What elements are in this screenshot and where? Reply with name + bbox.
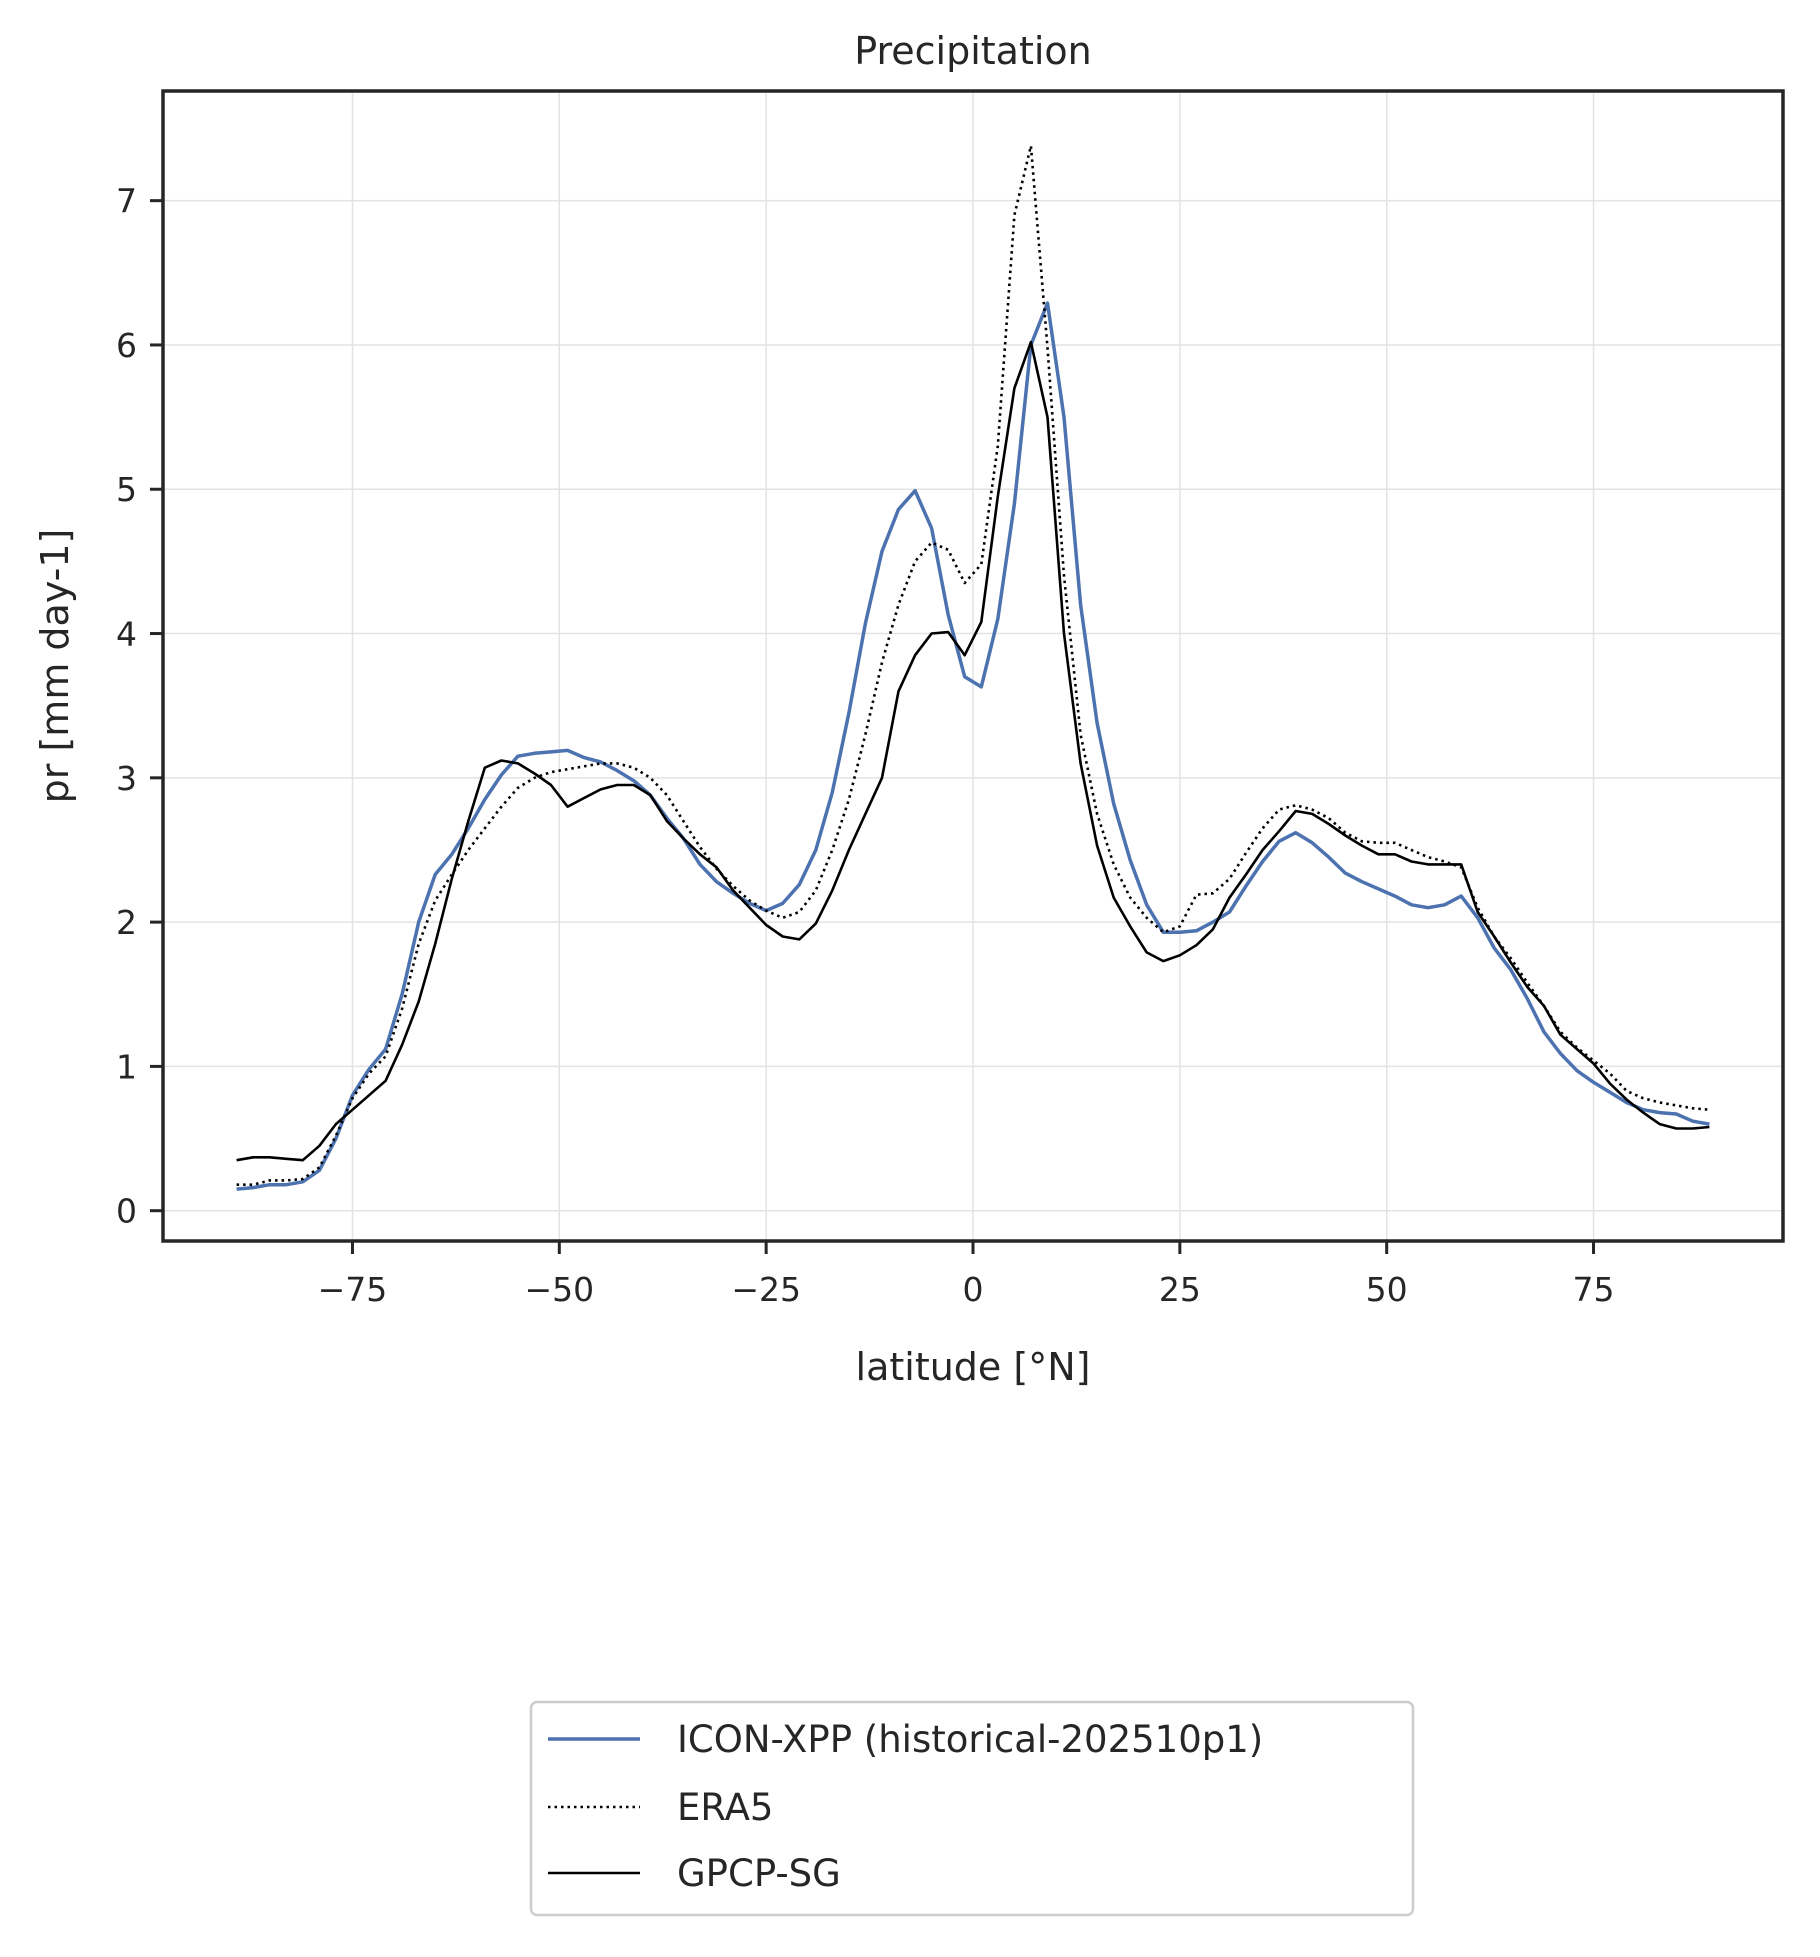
x-tick-label: 0 bbox=[963, 1270, 984, 1309]
legend: ICON-XPP (historical-202510p1) ERA5 GPCP-S… bbox=[529, 1700, 1415, 1917]
y-tick-label: 1 bbox=[116, 1047, 137, 1086]
y-tick-label: 7 bbox=[116, 182, 137, 221]
x-tick-label: 50 bbox=[1366, 1270, 1408, 1309]
x-axis-label: latitude [°N] bbox=[856, 1345, 1091, 1389]
legend-box bbox=[529, 1700, 1415, 1917]
x-tick-label: −25 bbox=[731, 1270, 801, 1309]
y-tick-label: 4 bbox=[116, 615, 137, 654]
series-line-gpcp-sg bbox=[236, 340, 1710, 1162]
series-lines bbox=[236, 144, 1710, 1191]
y-tick-label: 6 bbox=[116, 326, 137, 365]
legend-label: ICON-XPP (historical-202510p1) bbox=[677, 1718, 1263, 1761]
series-line-icon-xpp-historical-202510p1 bbox=[236, 301, 1710, 1191]
legend-label: GPCP-SG bbox=[677, 1852, 841, 1895]
grid bbox=[163, 91, 1783, 1241]
y-tick-label: 0 bbox=[116, 1192, 137, 1231]
y-axis-label: pr [mm day-1] bbox=[33, 529, 77, 804]
ticks: −75 −50 −25 0 25 50 75 0 1 2 3 4 5 6 7 bbox=[116, 182, 1615, 1309]
legend-label: ERA5 bbox=[677, 1786, 773, 1829]
y-tick-label: 5 bbox=[116, 470, 137, 509]
chart-title: Precipitation bbox=[854, 29, 1092, 73]
x-tick-label: 25 bbox=[1159, 1270, 1201, 1309]
x-tick-label: −50 bbox=[524, 1270, 594, 1309]
x-tick-label: −75 bbox=[318, 1270, 388, 1309]
x-tick-label: 75 bbox=[1573, 1270, 1615, 1309]
y-tick-label: 2 bbox=[116, 903, 137, 942]
y-tick-label: 3 bbox=[116, 759, 137, 798]
